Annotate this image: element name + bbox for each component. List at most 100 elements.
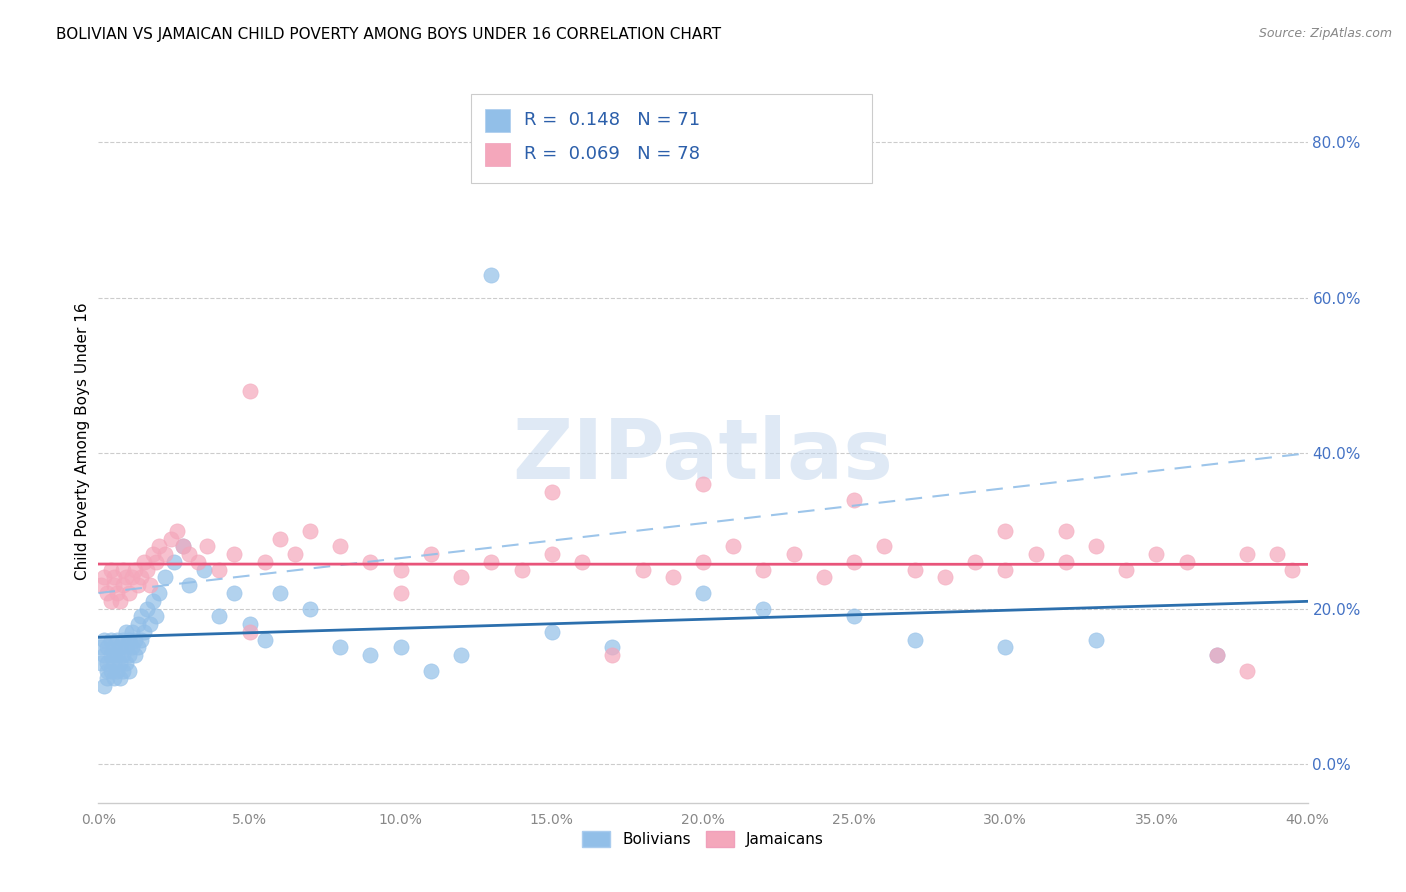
Point — [142, 594, 165, 608]
Point — [93, 679, 115, 693]
Point — [160, 532, 183, 546]
Point — [420, 547, 443, 561]
Point — [389, 640, 412, 655]
Point — [172, 540, 194, 554]
Point — [193, 563, 215, 577]
Point — [172, 540, 194, 554]
Point — [163, 555, 186, 569]
Point — [166, 524, 188, 538]
Point — [389, 563, 412, 577]
Point — [631, 563, 654, 577]
Point — [692, 555, 714, 569]
Point — [96, 640, 118, 655]
Point — [360, 648, 382, 663]
Point — [135, 601, 157, 615]
Point — [692, 586, 714, 600]
Point — [105, 586, 128, 600]
Point — [111, 664, 134, 678]
Point — [1054, 555, 1077, 569]
Point — [96, 664, 118, 678]
Point — [481, 555, 503, 569]
Point — [114, 640, 136, 655]
Point — [723, 540, 745, 554]
Point — [389, 586, 412, 600]
Point — [121, 640, 143, 655]
Point — [1085, 632, 1108, 647]
Point — [111, 563, 134, 577]
Point — [195, 540, 218, 554]
Point — [148, 540, 170, 554]
Point — [571, 555, 593, 569]
Point — [224, 547, 246, 561]
Point — [540, 485, 562, 500]
Point — [108, 594, 131, 608]
Point — [121, 570, 143, 584]
Point — [661, 570, 683, 584]
Point — [329, 640, 352, 655]
Point — [692, 477, 714, 491]
Point — [904, 632, 927, 647]
Point — [124, 648, 146, 663]
Point — [100, 632, 122, 647]
Point — [111, 578, 134, 592]
Point — [100, 594, 122, 608]
Point — [540, 624, 562, 639]
Point — [142, 547, 165, 561]
Point — [844, 492, 866, 507]
Point — [329, 540, 352, 554]
Point — [965, 555, 987, 569]
Text: R =  0.069   N = 78: R = 0.069 N = 78 — [524, 145, 700, 163]
Point — [269, 586, 291, 600]
Point — [139, 617, 162, 632]
Point — [187, 555, 209, 569]
Point — [105, 664, 128, 678]
Point — [93, 632, 115, 647]
Point — [752, 601, 775, 615]
Point — [135, 563, 157, 577]
Point — [904, 563, 927, 577]
Text: ZIPatlas: ZIPatlas — [513, 416, 893, 497]
Point — [208, 563, 231, 577]
Point — [420, 664, 443, 678]
Point — [1236, 547, 1258, 561]
Point — [118, 664, 141, 678]
Point — [299, 601, 322, 615]
Point — [90, 640, 112, 655]
Point — [111, 648, 134, 663]
Point — [224, 586, 246, 600]
Point — [105, 648, 128, 663]
Point — [783, 547, 806, 561]
Text: R =  0.148   N = 71: R = 0.148 N = 71 — [524, 112, 700, 129]
Point — [132, 555, 155, 569]
Point — [93, 570, 115, 584]
Point — [153, 570, 176, 584]
Point — [114, 570, 136, 584]
Point — [602, 640, 624, 655]
Point — [844, 609, 866, 624]
Point — [1267, 547, 1289, 561]
Point — [1144, 547, 1167, 561]
Point — [1206, 648, 1229, 663]
Point — [129, 609, 152, 624]
Point — [994, 563, 1017, 577]
Point — [90, 656, 112, 670]
Point — [481, 268, 503, 282]
Point — [253, 632, 276, 647]
Point — [118, 632, 141, 647]
Point — [179, 578, 201, 592]
Point — [1085, 540, 1108, 554]
Text: Source: ZipAtlas.com: Source: ZipAtlas.com — [1258, 27, 1392, 40]
Point — [1024, 547, 1046, 561]
Point — [96, 656, 118, 670]
Y-axis label: Child Poverty Among Boys Under 16: Child Poverty Among Boys Under 16 — [75, 302, 90, 581]
Point — [1206, 648, 1229, 663]
Point — [994, 640, 1017, 655]
Point — [111, 632, 134, 647]
Point — [108, 656, 131, 670]
Point — [284, 547, 307, 561]
Point — [100, 664, 122, 678]
Point — [96, 672, 118, 686]
Point — [873, 540, 896, 554]
Point — [153, 547, 176, 561]
Point — [129, 632, 152, 647]
